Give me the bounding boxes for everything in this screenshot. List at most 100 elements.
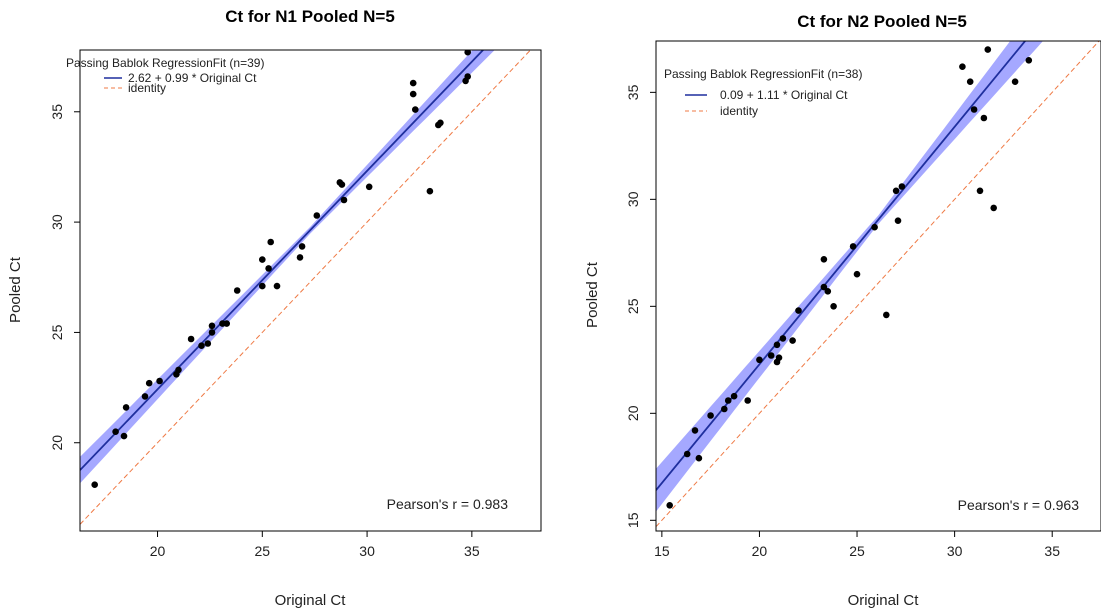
x-tick-label: 30	[947, 543, 963, 559]
data-point	[233, 287, 241, 294]
data-point	[898, 183, 906, 190]
data-point	[145, 379, 153, 387]
data-point	[970, 106, 978, 113]
plot-frame	[79, 49, 542, 532]
data-point	[338, 181, 346, 188]
x-tick-label: 35	[464, 543, 480, 559]
identity-line	[656, 41, 1100, 528]
data-point	[724, 397, 732, 404]
data-point	[259, 256, 266, 263]
data-point	[984, 46, 992, 53]
data-point	[141, 393, 149, 400]
plot-frame	[655, 40, 1101, 532]
data-point	[426, 187, 434, 195]
data-point	[683, 450, 691, 458]
data-point	[730, 392, 738, 400]
legend-fit-label: 0.09 + 1.11 * Original Ct	[720, 88, 848, 102]
plot-area: 20 25 30 35 20 25 30 35	[49, 49, 542, 559]
data-point	[959, 63, 966, 70]
pearson-annotation: Pearson's r = 0.963	[958, 497, 1080, 513]
chart-n2: Ct for N2 Pooled N=5 15 20 25 30 35 15 20 25 30 3…	[584, 12, 1101, 609]
data-point	[120, 432, 128, 440]
data-point	[265, 265, 272, 272]
regression-fit-line	[80, 50, 485, 471]
data-point	[756, 356, 763, 364]
data-point	[1011, 78, 1019, 85]
data-point	[789, 337, 796, 344]
data-point	[894, 217, 902, 224]
data-point	[464, 73, 472, 80]
data-point	[412, 106, 419, 113]
data-point	[175, 366, 182, 374]
x-axis-label: Original Ct	[848, 592, 920, 609]
x-tick-label: 35	[1044, 543, 1060, 559]
data-point	[464, 50, 471, 56]
data-point	[795, 307, 802, 314]
data-point	[666, 502, 673, 509]
data-point	[156, 377, 163, 385]
data-point	[91, 481, 98, 489]
x-tick-label: 30	[359, 543, 375, 559]
data-point	[849, 243, 857, 250]
y-tick-label: 30	[625, 191, 641, 207]
data-point	[409, 90, 417, 98]
legend-title: Passing Bablok RegressionFit (n=39)	[66, 56, 264, 70]
x-tick-label: 20	[752, 543, 768, 559]
y-tick-label: 20	[625, 405, 641, 421]
data-point	[267, 238, 275, 246]
data-point	[892, 187, 900, 195]
y-tick-label: 30	[49, 214, 65, 230]
data-point	[744, 397, 751, 404]
data-point	[409, 79, 417, 87]
legend: Passing Bablok RegressionFit (n=39) 2.62…	[66, 56, 264, 95]
y-tick-label: 15	[625, 512, 641, 528]
data-point	[695, 454, 703, 462]
data-point	[966, 78, 974, 85]
data-point	[871, 223, 878, 231]
y-tick-label: 20	[49, 435, 65, 451]
data-point	[259, 282, 266, 290]
legend-identity-label: identity	[720, 104, 758, 118]
identity-line	[80, 50, 532, 525]
legend-title: Passing Bablok RegressionFit (n=38)	[664, 67, 862, 81]
data-point	[824, 288, 832, 295]
data-point	[830, 303, 837, 310]
plot-area: 15 20 25 30 35 15 20 25 30 35	[625, 40, 1101, 559]
legend-identity-label: identity	[128, 81, 166, 95]
data-point	[779, 335, 787, 342]
y-tick-label: 35	[49, 104, 65, 120]
data-point	[1025, 57, 1033, 64]
x-tick-label: 25	[255, 543, 271, 559]
data-point	[208, 329, 216, 336]
data-point	[980, 114, 988, 122]
data-point	[187, 335, 195, 343]
x-tick-label: 20	[150, 543, 166, 559]
data-point	[820, 255, 828, 263]
data-point	[721, 405, 728, 413]
legend-fit-label: 2.62 + 0.99 * Original Ct	[128, 71, 257, 85]
data-point	[775, 354, 783, 362]
x-tick-label: 25	[849, 543, 865, 559]
data-point	[437, 119, 444, 127]
data-point	[313, 212, 321, 219]
y-axis-label: Pooled Ct	[584, 261, 601, 328]
data-point	[853, 270, 861, 278]
y-axis-label: Pooled Ct	[7, 256, 24, 323]
data-point	[707, 412, 714, 419]
y-tick-label: 25	[625, 298, 641, 314]
x-axis-label: Original Ct	[275, 592, 347, 609]
data-point	[296, 254, 304, 261]
data-point	[773, 341, 781, 349]
data-point	[691, 427, 699, 434]
data-point	[198, 342, 205, 350]
chart-title: Ct for N2 Pooled N=5	[797, 12, 967, 31]
data-point	[767, 352, 775, 359]
x-tick-label: 15	[654, 543, 670, 559]
legend: Passing Bablok RegressionFit (n=38) 0.09…	[664, 67, 862, 118]
data-point	[883, 311, 890, 319]
data-point	[204, 340, 212, 347]
data-point	[820, 283, 828, 291]
data-point	[298, 243, 306, 250]
chart-title: Ct for N1 Pooled N=5	[225, 7, 395, 26]
data-point	[976, 187, 984, 195]
